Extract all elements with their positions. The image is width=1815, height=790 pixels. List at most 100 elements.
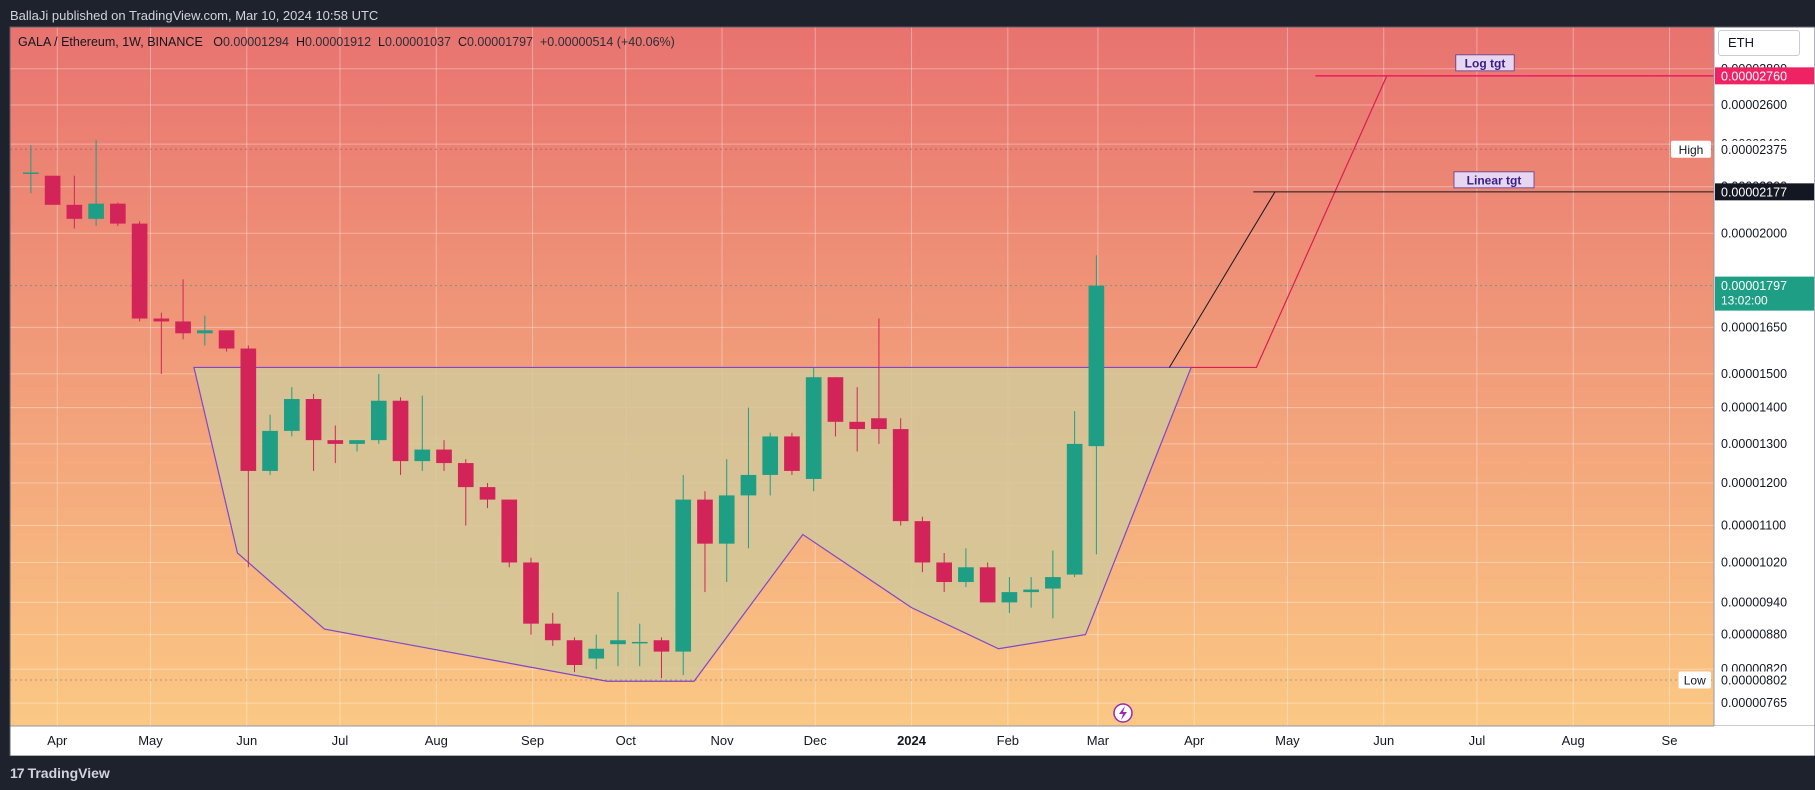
- candle-body[interactable]: [610, 640, 626, 645]
- symbol-name[interactable]: GALA / Ethereum, 1W, BINANCE: [18, 35, 203, 49]
- linear-target-label-box: [1453, 171, 1535, 189]
- high-label: H: [295, 35, 305, 49]
- candles: [23, 140, 1105, 679]
- x-tick-label: Nov: [710, 733, 734, 748]
- log-target-price: 0.00002760: [1721, 69, 1787, 83]
- candle-body[interactable]: [175, 321, 191, 334]
- x-tick-label: May: [138, 733, 163, 748]
- candle-body[interactable]: [262, 430, 278, 471]
- high-badge: High: [1679, 143, 1704, 157]
- low-price-bg: [1715, 671, 1814, 689]
- currency-button[interactable]: ETH: [1718, 30, 1800, 56]
- candle-body[interactable]: [762, 436, 779, 475]
- low-value: 0.00001037: [384, 35, 451, 49]
- candle-body[interactable]: [23, 172, 39, 174]
- x-tick-label: Jun: [1373, 733, 1394, 748]
- publish-bar: BallaJi published on TradingView.com, Ma…: [0, 0, 1815, 27]
- log-target-projection[interactable]: [1191, 75, 1388, 369]
- candle-body[interactable]: [1023, 589, 1039, 593]
- y-tick-label: 0.00001100: [1721, 519, 1786, 533]
- cup-handle-pattern[interactable]: [193, 366, 1193, 682]
- candle-body[interactable]: [892, 429, 909, 522]
- linear-target-label: Linear tgt: [1467, 173, 1522, 187]
- candle-body[interactable]: [370, 400, 387, 441]
- candle-body[interactable]: [457, 463, 474, 488]
- candle-body[interactable]: [936, 562, 952, 583]
- x-tick-label: Apr: [1184, 733, 1205, 748]
- candle-body[interactable]: [697, 499, 713, 544]
- candle-body[interactable]: [392, 400, 409, 462]
- candle-body[interactable]: [1066, 443, 1083, 575]
- candle-body[interactable]: [327, 440, 344, 444]
- x-tick-label: May: [1275, 733, 1300, 748]
- candle-body[interactable]: [1001, 592, 1018, 603]
- candle-body[interactable]: [44, 175, 61, 205]
- candle-body[interactable]: [349, 440, 365, 444]
- linear-target-projection[interactable]: [1168, 191, 1276, 368]
- y-tick-label: 0.00000940: [1721, 595, 1787, 609]
- candle-body[interactable]: [1045, 577, 1061, 589]
- candle-body[interactable]: [849, 421, 866, 430]
- candle-body[interactable]: [479, 487, 496, 500]
- low-price: 0.00000802: [1721, 674, 1787, 688]
- y-tick-label: 0.00001500: [1721, 367, 1787, 381]
- candle-body[interactable]: [958, 567, 974, 583]
- candle-body[interactable]: [1088, 285, 1105, 447]
- footer-bar: 17 TradingView: [0, 756, 1815, 790]
- candle-body[interactable]: [283, 399, 300, 431]
- x-tick-label: Apr: [47, 733, 68, 748]
- candle-body[interactable]: [436, 449, 452, 464]
- symbol-legend: GALA / Ethereum, 1W, BINANCE O0.00001294…: [18, 35, 675, 49]
- time-axis[interactable]: [10, 726, 1714, 756]
- candle-body[interactable]: [197, 330, 213, 334]
- candle-body[interactable]: [110, 203, 126, 224]
- candle-body[interactable]: [88, 203, 104, 219]
- candle-body[interactable]: [66, 204, 83, 219]
- candle-body[interactable]: [718, 495, 735, 544]
- publish-info: BallaJi published on TradingView.com, Ma…: [10, 8, 379, 23]
- chart-frame: [9, 26, 1815, 756]
- axis-corner: [1714, 726, 1815, 756]
- x-tick-label: Jul: [332, 733, 349, 748]
- candle-body[interactable]: [653, 640, 670, 652]
- tradingview-logo[interactable]: 17 TradingView: [10, 765, 110, 781]
- open-label: O: [213, 35, 223, 49]
- y-tick-label: 0.00001020: [1721, 555, 1787, 569]
- linear-target-price-bg: [1715, 183, 1814, 201]
- candle-body[interactable]: [784, 436, 800, 471]
- x-tick-label: Aug: [1562, 733, 1585, 748]
- x-tick-label: Aug: [425, 733, 448, 748]
- candle-body[interactable]: [675, 499, 692, 652]
- close-label: C: [457, 35, 467, 49]
- candle-body[interactable]: [240, 348, 257, 471]
- candle-body[interactable]: [544, 623, 561, 641]
- candle-body[interactable]: [566, 640, 583, 666]
- candle-body[interactable]: [740, 474, 757, 496]
- open-value: 0.00001294: [222, 35, 289, 49]
- candle-body[interactable]: [871, 418, 887, 430]
- candle-body[interactable]: [631, 641, 648, 644]
- candle-body[interactable]: [218, 330, 235, 349]
- candle-body[interactable]: [588, 648, 605, 659]
- y-tick-label: 0.00002000: [1721, 226, 1787, 240]
- y-tick-label: 0.00001400: [1721, 401, 1787, 415]
- candle-body[interactable]: [914, 521, 931, 563]
- candle-body[interactable]: [153, 318, 170, 322]
- candle-body[interactable]: [979, 567, 996, 603]
- candle-body[interactable]: [501, 499, 518, 563]
- close-value: 0.00001797: [466, 35, 534, 49]
- candle-body[interactable]: [805, 377, 822, 479]
- bar-countdown: 13:02:00: [1721, 294, 1768, 308]
- candle-body[interactable]: [523, 562, 539, 624]
- candle-body[interactable]: [131, 223, 148, 319]
- lightning-event-icon[interactable]: [1113, 703, 1133, 723]
- x-tick-label: Mar: [1087, 733, 1110, 748]
- candle-body[interactable]: [827, 377, 844, 422]
- high-value: 0.00001912: [304, 35, 372, 49]
- current-price-bg: [1715, 276, 1814, 311]
- candle-body[interactable]: [305, 399, 322, 441]
- y-tick-label: 0.00001300: [1721, 437, 1787, 451]
- current-price: 0.00001797: [1721, 279, 1787, 293]
- candle-body[interactable]: [414, 449, 431, 462]
